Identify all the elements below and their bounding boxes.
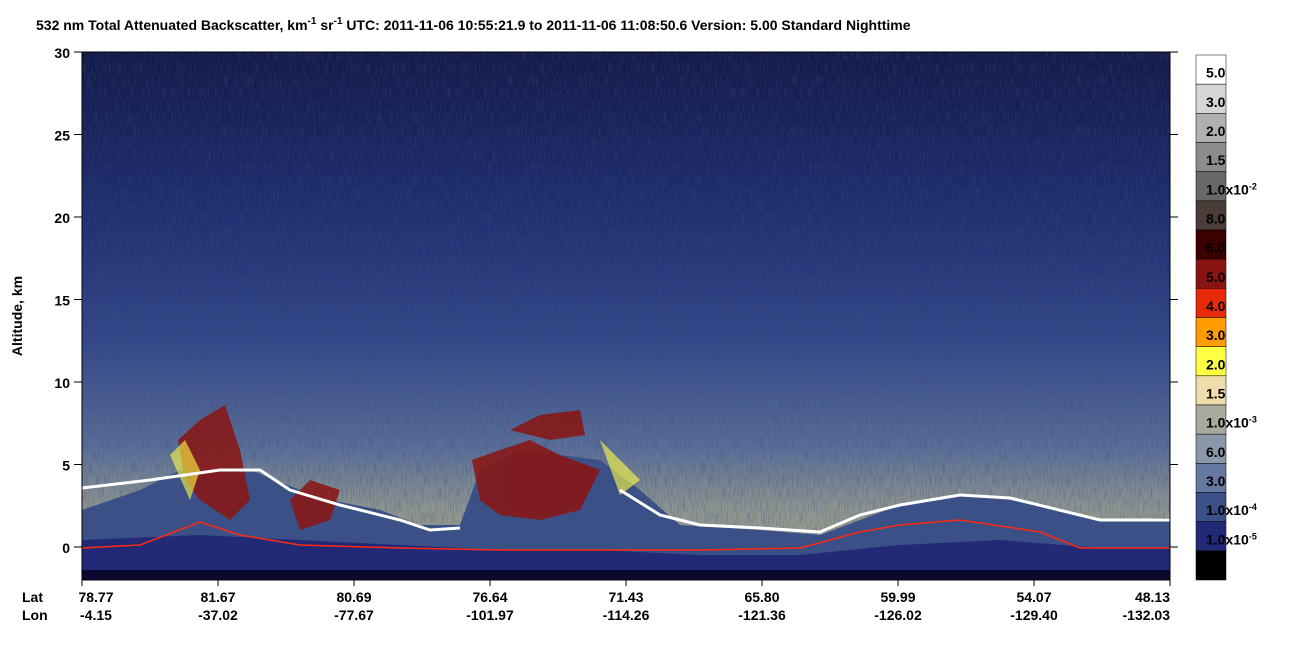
x-tick-label: -121.36 xyxy=(738,607,786,623)
colorbar-label-exp: -2 xyxy=(1249,181,1257,191)
colorbar-swatch xyxy=(1195,142,1227,172)
colorbar-swatch xyxy=(1195,171,1227,202)
colorbar-label-text: 6.0 xyxy=(1206,240,1226,256)
colorbar-swatch xyxy=(1195,288,1227,318)
title-part: UTC: 2011-11-06 10:55:21.9 to 2011-11-06… xyxy=(342,17,910,33)
x-tick-label: 71.43 xyxy=(608,589,643,605)
colorbar-label: 3.0 xyxy=(1206,327,1226,343)
colorbar-label: 2.0 xyxy=(1206,123,1226,139)
y-tick-label: 5 xyxy=(62,458,70,474)
colorbar-label-text: 1.0x10 xyxy=(1206,415,1249,431)
title-part: sr xyxy=(316,17,334,33)
colorbar-label: 1.0x10-4 xyxy=(1206,502,1257,518)
colorbar-label: 2.0 xyxy=(1206,356,1226,372)
colorbar-label-text: 2.0 xyxy=(1206,123,1226,139)
y-axis-label: Altitude, km xyxy=(9,276,25,356)
colorbar-label: 5.0 xyxy=(1206,65,1226,81)
colorbar-swatch xyxy=(1195,317,1227,347)
colorbar-label-text: 4.0 xyxy=(1206,298,1226,314)
x-tick-label: -77.67 xyxy=(334,607,374,623)
colorbar-swatch xyxy=(1195,229,1227,260)
y-tick-label: 30 xyxy=(54,45,70,61)
colorbar-label: 5.0 xyxy=(1206,269,1226,285)
colorbar-swatch xyxy=(1195,54,1227,85)
colorbar-label: 6.0 xyxy=(1206,444,1226,460)
y-tick-label: 20 xyxy=(54,210,70,226)
y-tick-label: 25 xyxy=(54,128,70,144)
y-tick-label: 0 xyxy=(62,540,70,556)
x-tick-label: 76.64 xyxy=(472,589,507,605)
y-tick-label: 15 xyxy=(54,293,70,309)
colorbar-swatch xyxy=(1195,113,1227,143)
x-tick-label: 81.67 xyxy=(200,589,235,605)
x-tick-label: -126.02 xyxy=(874,607,922,623)
colorbar-label: 3.0 xyxy=(1206,473,1226,489)
x-tick-label: -101.97 xyxy=(466,607,514,623)
x-tick-label: -132.03 xyxy=(1123,607,1171,623)
x-tick-label: -4.15 xyxy=(80,607,112,623)
colorbar-label-text: 1.0x10 xyxy=(1206,502,1249,518)
colorbar-label-text: 1.0x10 xyxy=(1206,531,1249,547)
colorbar-label-text: 1.5 xyxy=(1206,385,1226,401)
colorbar-swatch xyxy=(1195,463,1227,493)
colorbar-label-text: 8.0 xyxy=(1206,210,1226,226)
x-tick-label: 59.99 xyxy=(880,589,915,605)
x-tick-label: 80.69 xyxy=(336,589,371,605)
colorbar-label-text: 3.0 xyxy=(1206,327,1226,343)
x-tick-label: -129.40 xyxy=(1010,607,1058,623)
colorbar-swatch xyxy=(1195,433,1227,464)
colorbar-label-exp: -3 xyxy=(1249,415,1257,425)
colorbar-label-text: 1.0x10 xyxy=(1206,181,1249,197)
colorbar-label: 1.0x10-5 xyxy=(1206,531,1257,547)
title-part: -1 xyxy=(308,16,317,27)
colorbar-label-text: 5.0 xyxy=(1206,269,1226,285)
title-part: 532 nm Total Attenuated Backscatter, km xyxy=(36,17,308,33)
colorbar-label: 1.5 xyxy=(1206,152,1226,168)
colorbar-label: 1.5 xyxy=(1206,385,1226,401)
x-row-name: Lon xyxy=(22,607,48,623)
colorbar-swatch xyxy=(1195,550,1227,581)
colorbar-label-exp: -4 xyxy=(1249,502,1257,512)
chart-title: 532 nm Total Attenuated Backscatter, km-… xyxy=(36,16,911,33)
colorbar-swatch xyxy=(1195,258,1227,289)
title-part: -1 xyxy=(334,16,343,27)
colorbar-label: 1.0x10-2 xyxy=(1206,181,1257,197)
colorbar-label-text: 5.0 xyxy=(1206,65,1226,81)
colorbar-label-text: 3.0 xyxy=(1206,473,1226,489)
colorbar-label-text: 6.0 xyxy=(1206,444,1226,460)
colorbar-label: 3.0 xyxy=(1206,94,1226,110)
colorbar-swatch xyxy=(1195,492,1227,522)
colorbar-swatch xyxy=(1195,200,1227,231)
colorbar-label: 1.0x10-3 xyxy=(1206,415,1257,431)
x-tick-label: -37.02 xyxy=(198,607,238,623)
colorbar-label-text: 3.0 xyxy=(1206,94,1226,110)
colorbar-label: 6.0 xyxy=(1206,240,1226,256)
x-row-name: Lat xyxy=(22,589,43,605)
colorbar-label: 8.0 xyxy=(1206,210,1226,226)
x-tick-label: 78.77 xyxy=(78,589,113,605)
colorbar-label-text: 2.0 xyxy=(1206,356,1226,372)
colorbar-swatch xyxy=(1195,346,1227,377)
x-tick-label: 65.80 xyxy=(744,589,779,605)
colorbar-swatch xyxy=(1195,83,1227,114)
x-tick-label: 48.13 xyxy=(1135,589,1170,605)
x-tick-label: -114.26 xyxy=(603,607,650,623)
colorbar-label-text: 1.5 xyxy=(1206,152,1226,168)
x-tick-label: 54.07 xyxy=(1016,589,1051,605)
y-tick-label: 10 xyxy=(54,375,70,391)
colorbar-swatch xyxy=(1195,404,1227,435)
colorbar-label: 4.0 xyxy=(1206,298,1226,314)
colorbar-label-exp: -5 xyxy=(1249,531,1257,541)
colorbar-swatch xyxy=(1195,375,1227,406)
backscatter-image xyxy=(81,51,1171,581)
